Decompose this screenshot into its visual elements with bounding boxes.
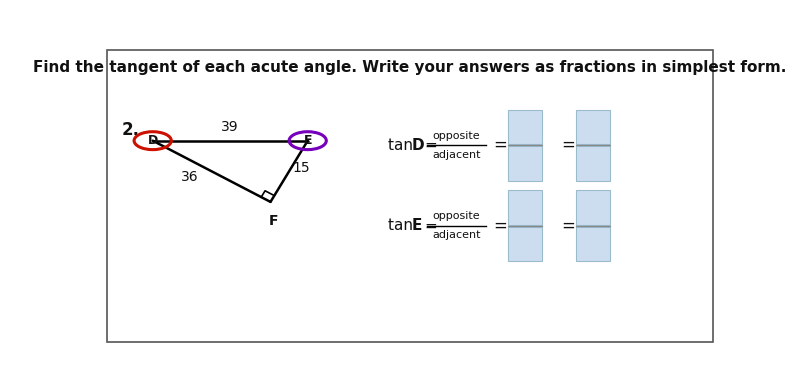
Text: D: D	[147, 134, 158, 147]
Text: adjacent: adjacent	[432, 230, 481, 241]
Text: =: =	[561, 136, 575, 154]
Bar	[508, 146, 542, 181]
Text: tan: tan	[388, 218, 418, 233]
Text: E: E	[412, 218, 422, 233]
Bar	[508, 190, 542, 225]
Text: 36: 36	[181, 170, 198, 184]
Text: opposite: opposite	[433, 211, 480, 221]
Bar	[576, 109, 610, 144]
Text: D: D	[412, 138, 425, 152]
Bar	[508, 227, 542, 262]
Text: opposite: opposite	[433, 131, 480, 140]
Text: 2.: 2.	[122, 121, 140, 139]
Text: tan: tan	[388, 138, 418, 152]
Text: =: =	[424, 138, 437, 152]
Bar	[576, 190, 610, 225]
Bar	[508, 109, 542, 144]
Text: =: =	[424, 218, 437, 233]
Bar	[576, 146, 610, 181]
Text: 15: 15	[293, 161, 310, 175]
Text: Find the tangent of each acute angle. Write your answers as fractions in simples: Find the tangent of each acute angle. Wr…	[34, 60, 786, 75]
Text: =: =	[493, 217, 507, 235]
Text: =: =	[561, 217, 575, 235]
Bar	[576, 227, 610, 262]
Text: 39: 39	[222, 120, 239, 134]
Text: adjacent: adjacent	[432, 150, 481, 160]
Text: F: F	[269, 214, 278, 228]
Text: =: =	[493, 136, 507, 154]
Text: E: E	[303, 134, 312, 147]
